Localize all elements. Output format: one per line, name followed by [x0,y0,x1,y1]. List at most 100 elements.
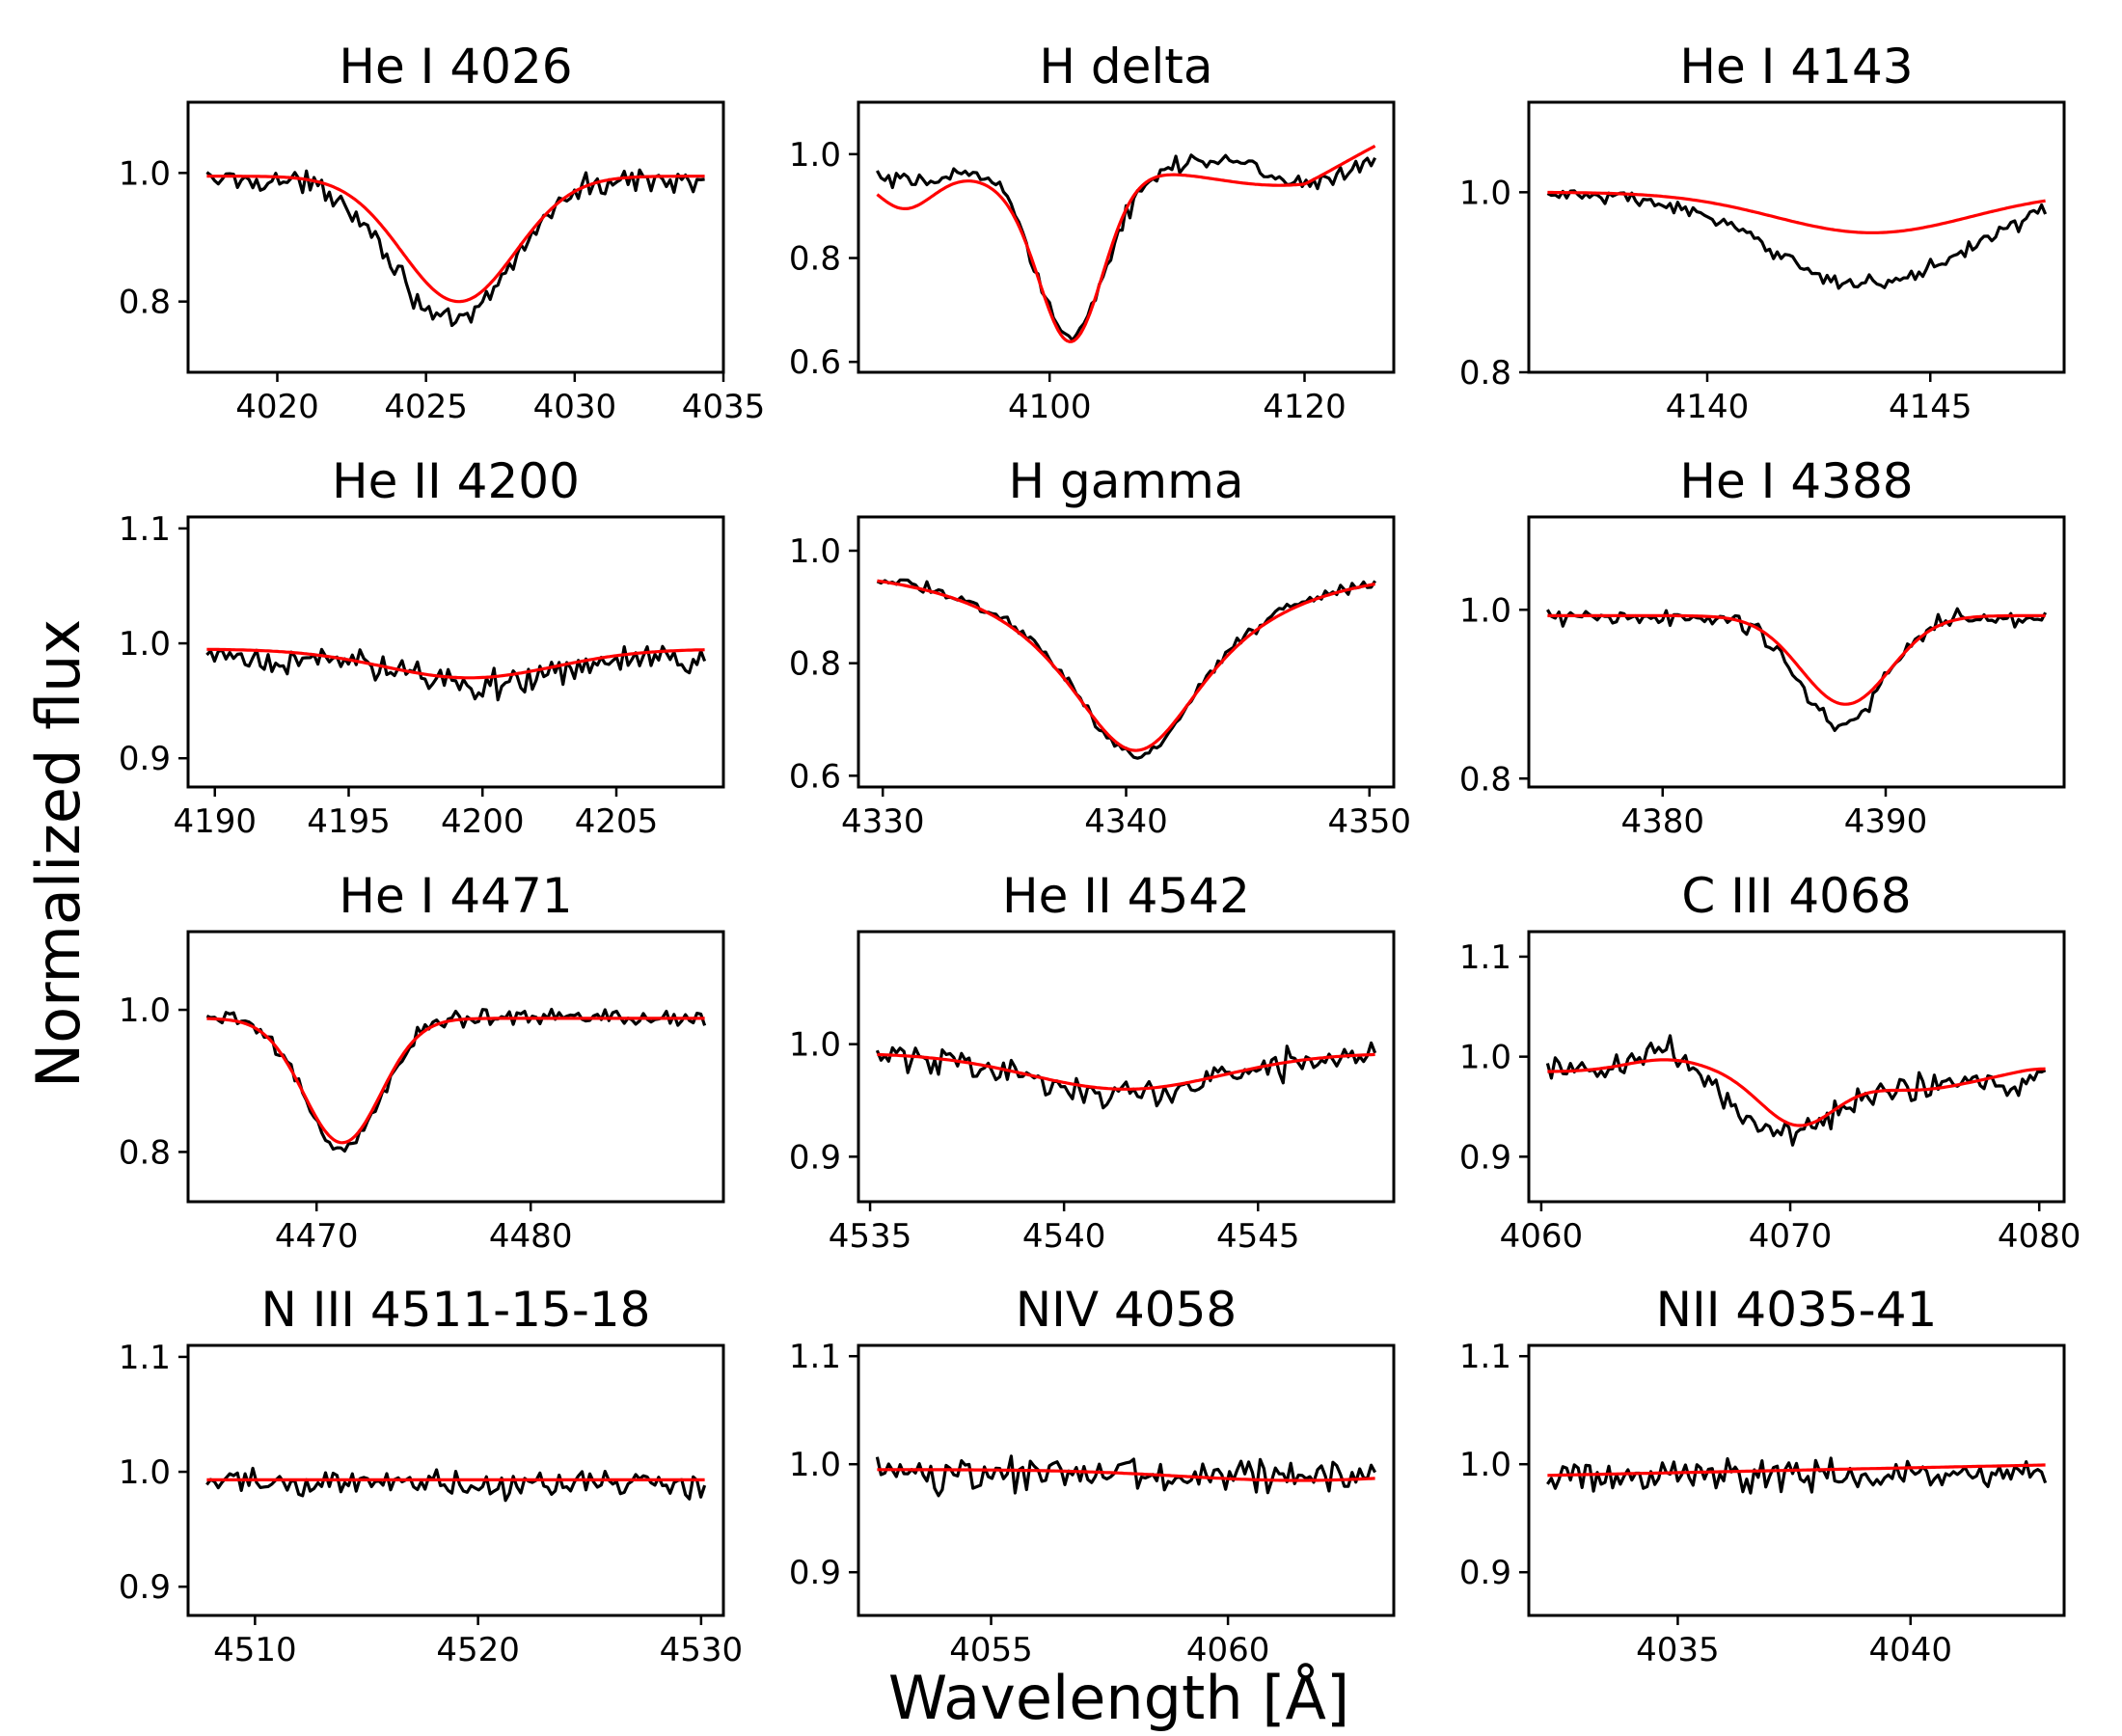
panel-title: He I 4026 [339,39,572,95]
panel-title: NII 4035-41 [1656,1282,1938,1338]
y-tick-label: 1.1 [1459,1338,1511,1376]
model-fit-line [1547,1058,2046,1127]
x-tick-label: 4480 [489,1217,573,1256]
plot-area [875,1454,1377,1498]
y-tick-label: 1.0 [789,136,841,175]
model-fit-line [206,647,705,680]
panel-8: He II 4542 4535 4540 4545 0.9 1.0 [789,868,1396,1256]
observed-spectrum-line [205,1007,707,1153]
panel-4: He II 4200 4190 4195 4200 4205 0.9 1.0 1.1 [119,453,725,841]
y-tick-label: 0.8 [119,284,171,322]
observed-spectrum-line [875,1041,1377,1110]
y-tick-label: 0.9 [789,1138,841,1177]
x-tick-label: 4340 [1084,802,1168,841]
observed-spectrum-line [875,153,1377,342]
x-tick-label: 4390 [1844,802,1928,841]
axes-frame [1527,100,2066,374]
model-fit-line [1547,1463,2046,1478]
axes-frame [1527,1343,2066,1617]
x-tick-label: 4070 [1749,1217,1833,1256]
x-tick-label: 4120 [1263,388,1347,426]
panel-title: He I 4471 [339,868,572,924]
model-fit-line [877,579,1375,752]
axes-frame [857,1343,1396,1617]
panel-1: He I 4026 4020 4025 4030 4035 0.8 1.0 [119,39,765,426]
observed-spectrum-line [1546,189,2048,290]
panel-title: N III 4511-15-18 [260,1282,650,1338]
panel-10: N III 4511-15-18 4510 4520 4530 0.9 1.0 1.1 [119,1282,743,1669]
x-tick-label: 4145 [1889,388,1972,426]
observed-spectrum-line [205,1466,707,1503]
y-tick-label: 0.8 [119,1133,171,1172]
model-fit-line [876,144,1376,343]
x-tick-label: 4200 [441,802,525,841]
x-tick-label: 4330 [841,802,925,841]
y-tick-label: 0.9 [1459,1554,1511,1592]
x-tick-label: 4205 [575,802,659,841]
x-tick-label: 4540 [1022,1217,1106,1256]
y-tick-label: 1.0 [789,1446,841,1484]
y-tick-label: 1.0 [119,154,171,193]
panel-title: He I 4388 [1679,453,1913,509]
y-tick-label: 0.8 [789,645,841,684]
panel-title: He II 4542 [1002,868,1250,924]
plot-area [1545,1034,2047,1147]
model-fit-line [877,1468,1375,1482]
observed-spectrum-line [875,1454,1377,1498]
x-tick-label: 4510 [213,1631,297,1669]
x-tick-label: 4545 [1216,1217,1300,1256]
y-tick-label: 1.1 [789,1338,841,1376]
x-tick-label: 4380 [1620,802,1704,841]
x-tick-label: 4535 [829,1217,912,1256]
y-tick-label: 1.0 [119,991,171,1030]
x-tick-label: 4040 [1868,1631,1952,1669]
plot-area [876,578,1376,760]
x-tick-label: 4035 [1636,1631,1720,1669]
panel-6: He I 4388 4380 4390 0.8 1.0 [1459,453,2066,841]
plot-area [875,144,1377,343]
x-tick-label: 4195 [307,802,391,841]
y-tick-label: 1.0 [1459,1446,1511,1484]
panel-title: C III 4068 [1681,868,1911,924]
x-tick-label: 4470 [275,1217,359,1256]
x-tick-label: 4055 [949,1631,1033,1669]
y-tick-label: 1.0 [119,1453,171,1492]
y-axis-label: Normalized flux [23,619,94,1088]
plot-area [1546,189,2048,290]
panel-11: NIV 4058 4055 4060 0.9 1.0 1.1 [789,1282,1396,1669]
axes-frame [186,515,725,789]
observed-spectrum-line [205,644,707,702]
model-fit-line [206,175,705,304]
model-fit-line [877,1052,1375,1091]
y-tick-label: 1.1 [1459,938,1511,977]
x-tick-label: 4025 [384,388,468,426]
panel-12: NII 4035-41 4035 4040 0.9 1.0 1.1 [1459,1282,2066,1669]
panel-5: H gamma 4330 4340 4350 0.6 0.8 1.0 [789,453,1411,841]
y-tick-label: 1.0 [789,1026,841,1065]
panel-3: He I 4143 4140 4145 0.8 1.0 [1459,39,2066,426]
panel-title: He II 4200 [332,453,580,509]
axes-frame [1527,930,2066,1204]
axes-frame [186,100,725,374]
axes-frame [857,100,1396,374]
panel-title: He I 4143 [1679,39,1913,95]
x-tick-label: 4060 [1500,1217,1584,1256]
panel-title: H delta [1039,39,1212,95]
y-tick-label: 0.8 [1459,354,1511,393]
y-tick-label: 0.9 [789,1554,841,1592]
axes-frame [857,930,1396,1204]
axes-frame [857,515,1396,789]
y-tick-label: 0.8 [789,240,841,279]
plot-area [1546,607,2048,733]
axes-frame [1527,515,2066,789]
panel-2: H delta 4100 4120 0.6 0.8 1.0 [789,39,1396,426]
y-tick-label: 0.9 [119,740,171,778]
x-tick-label: 4140 [1666,388,1750,426]
x-tick-label: 4520 [436,1631,520,1669]
y-tick-label: 1.0 [1459,174,1511,212]
panel-title: NIV 4058 [1016,1282,1238,1338]
plot-area [205,1466,707,1503]
y-tick-label: 1.1 [119,510,171,549]
model-fit-line [1547,190,2046,234]
y-tick-label: 1.0 [789,532,841,571]
